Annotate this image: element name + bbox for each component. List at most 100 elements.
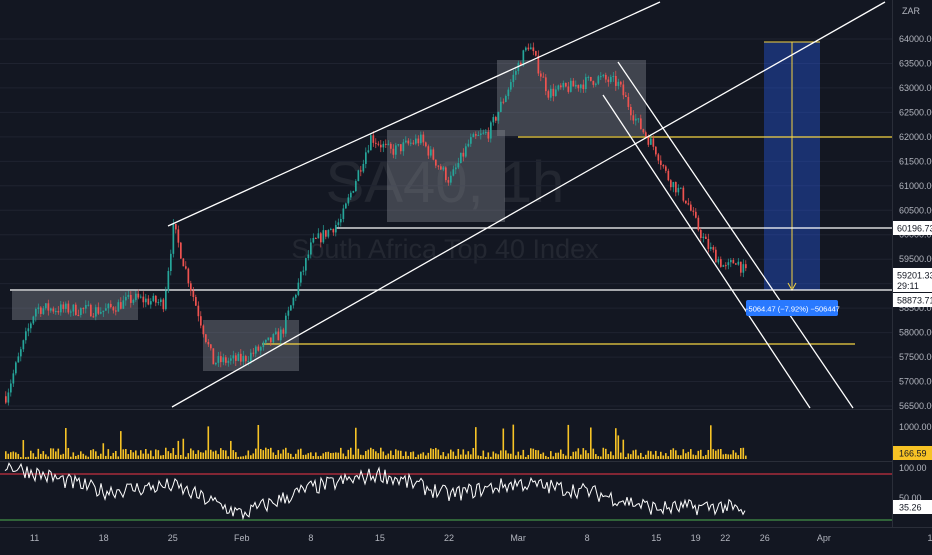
volume-current: 166.59 [899,449,927,459]
volume-bar [380,448,382,459]
candle-body [68,304,70,313]
price-tick: 62000.00 [899,132,932,142]
volume-bar [305,455,307,459]
volume-bar [535,450,537,459]
candle-body [635,119,637,121]
candle-body [280,330,282,341]
volume-bar [5,451,7,459]
volume-bar [23,440,25,459]
volume-bar [108,449,110,459]
candle-body [350,193,352,198]
volume-bar [350,448,352,459]
candle-body [733,260,735,263]
volume-bar [718,449,720,459]
candle-body [610,77,612,82]
candle-body [715,250,717,263]
volume-bar [585,450,587,459]
candle-body [485,132,487,133]
bar-countdown: 29:11 [897,281,919,291]
candle-body [340,219,342,222]
volume-bar [715,451,717,459]
volume-bar [423,452,425,459]
candle-body [690,205,692,211]
volume-bar [520,455,522,459]
candle-body [395,145,397,154]
volume-bar [473,448,475,459]
candle-body [53,308,55,311]
time-tick: 8 [585,533,590,543]
volume-bar [165,448,167,459]
candle-body [450,176,452,183]
volume-bar [618,435,620,459]
volume-bar [683,449,685,459]
candle-body [523,50,525,65]
candle-body [170,254,172,271]
measure-tool[interactable]: −5064.47 (−7.92%) −506447 [744,300,840,316]
price-tick: 61000.00 [899,181,932,191]
time-tick: 15 [651,533,661,543]
candle-body [500,102,502,112]
candle-body [135,294,137,300]
volume-bar [470,454,472,459]
volume-bar [533,449,535,459]
volume-bar [375,451,377,459]
volume-bar [460,455,462,459]
volume-bar [103,443,105,459]
volume-bar [678,455,680,459]
volume-bar [590,427,592,459]
volume-bar [175,455,177,459]
volume-bar [568,425,570,459]
candle-body [618,82,620,86]
candle-body [595,84,597,85]
volume-bar [218,454,220,459]
candle-body [195,297,197,306]
volume-bar [708,450,710,459]
candle-body [175,224,177,230]
candle-body [443,167,445,169]
volume-bar [505,450,507,459]
volume-bar [608,454,610,459]
volume-bar [93,449,95,459]
volume-bar [498,454,500,459]
volume-bar [368,450,370,459]
volume-bar [160,455,162,459]
volume-bar [75,456,77,459]
volume-bar [58,449,60,459]
candle-body [233,355,235,358]
volume-bar [63,454,65,459]
candle-body [515,71,517,75]
candle-body [318,233,320,238]
volume-bar [290,454,292,459]
candle-body [668,171,670,180]
volume-bar [500,450,502,459]
volume-bar [488,452,490,459]
candle-body [155,296,157,303]
volume-bar [45,454,47,459]
volume-bar [378,453,380,459]
candle-body [205,334,207,342]
volume-bar [650,451,652,459]
volume-bar [173,448,175,459]
volume-bar [255,449,257,459]
volume-bar [400,451,402,459]
volume-bar [325,452,327,459]
candle-body [505,96,507,102]
candle-body [190,283,192,290]
volume-bar [70,457,72,459]
volume-bar [593,449,595,459]
candle-body [278,332,280,341]
volume-bar [685,453,687,459]
candle-body [740,262,742,273]
volume-bar [205,450,207,459]
candle-body [23,340,25,349]
time-tick: 8 [308,533,313,543]
candle-body [445,167,447,180]
candle-body [273,334,275,342]
candle-body [440,166,442,169]
volume-bar [78,455,80,459]
volume-bar [700,450,702,459]
volume-bar [600,456,602,459]
volume-bar [95,451,97,459]
candle-body [633,115,635,120]
